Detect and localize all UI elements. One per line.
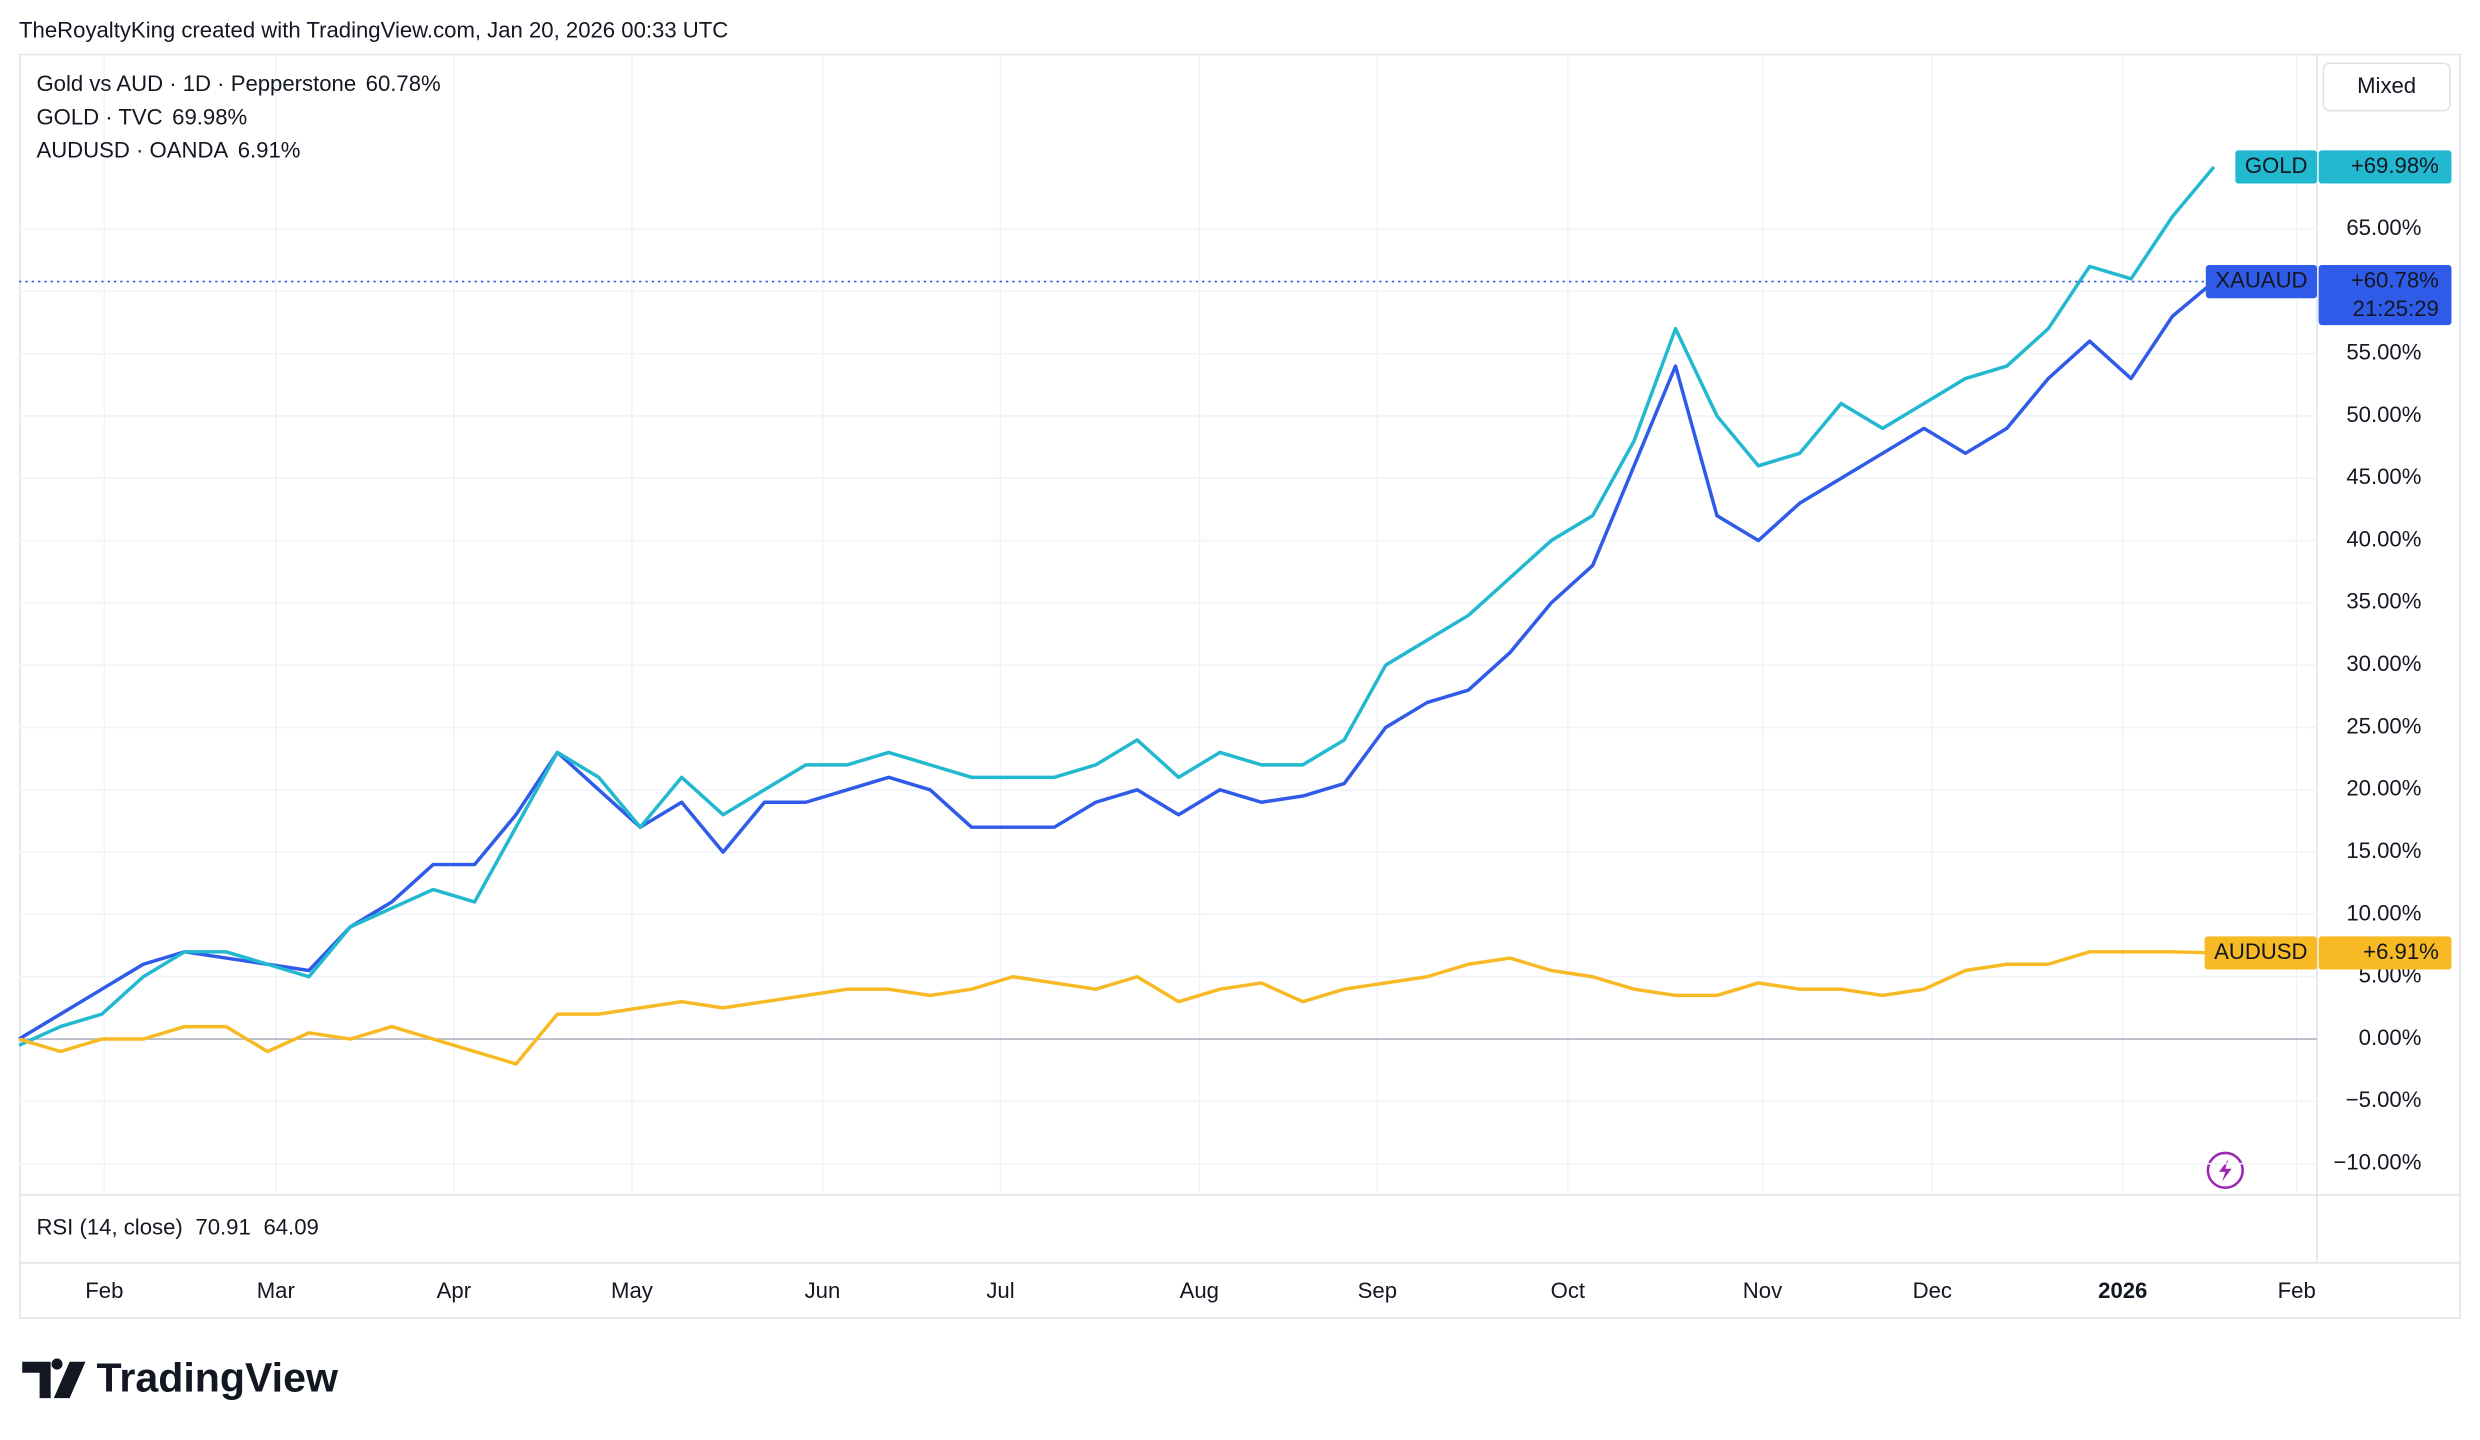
series-line [18, 280, 2216, 1041]
x-tick-label: Oct [1551, 1278, 1585, 1303]
x-tick-label: Dec [1913, 1278, 1952, 1303]
x-tick-label: 2026 [2098, 1278, 2147, 1303]
x-tick-label: Apr [437, 1278, 471, 1303]
y-tick-label: 40.00% [2346, 526, 2421, 551]
y-tick-label: 50.00% [2346, 402, 2421, 427]
y-tick-label: 25.00% [2346, 713, 2421, 738]
chart-frame [19, 53, 2461, 1320]
y-tick-label: 55.00% [2346, 339, 2421, 364]
legend-value: 6.91% [238, 138, 301, 163]
y-tick-label: −5.00% [2346, 1087, 2422, 1112]
x-tick-label: Jul [986, 1278, 1014, 1303]
x-tick-label: May [611, 1278, 654, 1303]
series-tag-label: AUDUSD [2214, 939, 2307, 964]
x-tick-label: Feb [85, 1278, 123, 1303]
rsi-label: RSI (14, close) [36, 1215, 182, 1240]
x-tick-label: Feb [2278, 1278, 2316, 1303]
series-line [18, 165, 2216, 1047]
y-tick-label: 0.00% [2359, 1025, 2422, 1050]
series-tag [2235, 150, 2318, 184]
logo-text: TradingView [97, 1355, 339, 1401]
rsi-value: 64.09 [263, 1215, 318, 1240]
rsi-value: 70.91 [195, 1215, 250, 1240]
series-tag-label: GOLD [2245, 153, 2308, 178]
x-tick-label: Mar [257, 1278, 295, 1303]
x-tick-label: Aug [1180, 1278, 1219, 1303]
price-label: +69.98% [2351, 153, 2439, 178]
alert-icon[interactable] [2206, 1151, 2244, 1190]
y-tick-label: 45.00% [2346, 464, 2421, 489]
x-tick-label: Sep [1358, 1278, 1397, 1303]
series-tag [2204, 936, 2318, 970]
plot-layer [18, 53, 2318, 1195]
series-tag-label: XAUAUD [2215, 267, 2307, 292]
price-label: +60.78% [2351, 267, 2439, 292]
legend-name: Gold vs AUD · 1D · Pepperstone [36, 71, 356, 96]
mixed-button[interactable] [2322, 62, 2451, 112]
y-tick-label: 30.00% [2346, 651, 2421, 676]
price-label: +6.91% [2363, 939, 2439, 964]
logo [22, 1358, 86, 1399]
x-tick-label: Nov [1743, 1278, 1782, 1303]
y-tick-label: 20.00% [2346, 776, 2421, 801]
x-tick-label: Jun [805, 1278, 841, 1303]
mixed-button-label[interactable]: Mixed [2357, 73, 2416, 98]
price-label-box [2318, 264, 2452, 326]
y-tick-label: 15.00% [2346, 838, 2421, 863]
countdown: 21:25:29 [2353, 296, 2439, 321]
price-label-box [2318, 150, 2452, 184]
legend-name: AUDUSD · OANDA [36, 138, 228, 163]
y-tick-label: 10.00% [2346, 900, 2421, 925]
series-line [18, 950, 2214, 1066]
y-tick-label: −10.00% [2333, 1150, 2421, 1175]
price-label-box [2318, 936, 2452, 970]
series-tag [2205, 264, 2318, 299]
legend-value: 60.78% [366, 71, 441, 96]
header: TheRoyaltyKing created with TradingView.… [19, 17, 728, 42]
legend-name: GOLD · TVC [36, 104, 162, 129]
y-tick-label: 35.00% [2346, 589, 2421, 614]
y-tick-label: 65.00% [2346, 215, 2421, 240]
legend-value: 69.98% [172, 104, 247, 129]
